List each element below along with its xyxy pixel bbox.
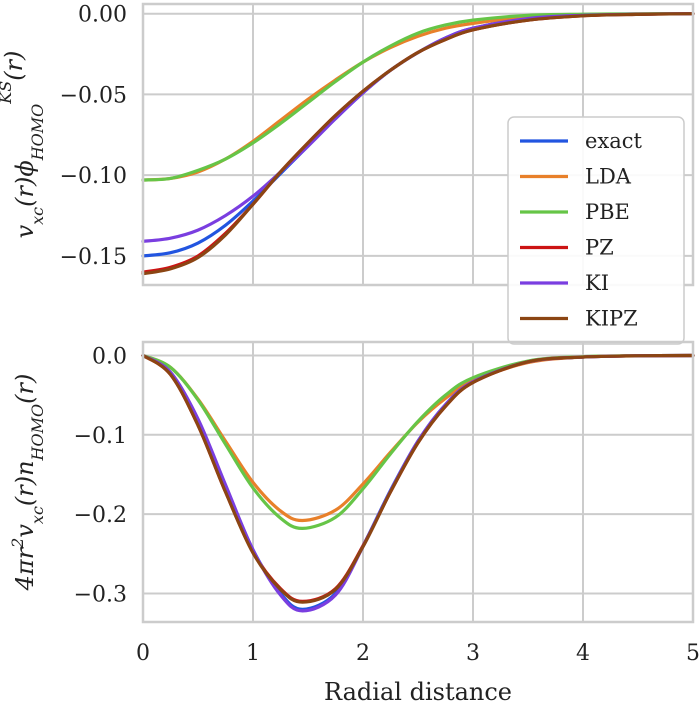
- y-tick-label: −0.3: [74, 582, 127, 607]
- y-tick-label: −0.1: [74, 424, 127, 449]
- series-line-kipz: [141, 12, 695, 276]
- y-tick-label: −0.10: [60, 164, 127, 189]
- x-tick-label: 0: [136, 641, 150, 666]
- legend-label-kipz: KIPZ: [585, 307, 638, 331]
- legend-label-lda: LDA: [585, 165, 632, 189]
- x-tick-label: 2: [356, 641, 370, 666]
- bottom-panel: 0.0 −0.1 −0.2 −0.3 0 1 2 3 4 5 Radial distance 4πr2…: [8, 340, 700, 706]
- legend-box: [507, 116, 685, 345]
- series-line-ki: [141, 353, 695, 613]
- series-line-pbe: [141, 12, 695, 182]
- x-tick-label: 5: [686, 641, 700, 666]
- plot-frame: [141, 2, 695, 287]
- y-tick-label: −0.2: [74, 503, 127, 528]
- y-tick-label: −0.05: [60, 83, 127, 108]
- legend-label-exact: exact: [585, 129, 643, 153]
- legend-label-ki: KI: [585, 271, 609, 295]
- x-tick-label: 4: [576, 641, 590, 666]
- x-tick-label: 3: [466, 641, 480, 666]
- legend: exact LDA PBE PZ KI KIPZ: [507, 116, 685, 345]
- legend-label-pbe: PBE: [585, 200, 630, 224]
- legend-label-pz: PZ: [585, 236, 614, 260]
- series-line-kipz: [141, 353, 695, 604]
- top-panel: 0.00 −0.05 −0.10 −0.15 vxc(r)ϕHOMOKS(r) exact…: [0, 2, 695, 345]
- x-tick-label: 1: [246, 641, 260, 666]
- y-axis-label: 4πr2vxc(r)nHOMO(r): [8, 374, 47, 592]
- y-tick-label: 0.0: [92, 344, 127, 369]
- x-axis-label: Radial distance: [324, 678, 512, 706]
- series-line-pz: [141, 353, 695, 603]
- y-axis-label: vxc(r)ϕHOMOKS(r): [0, 51, 47, 239]
- y-tick-label: −0.15: [60, 245, 127, 270]
- y-tick-label: 0.00: [78, 3, 127, 28]
- plot-frame: [141, 340, 695, 624]
